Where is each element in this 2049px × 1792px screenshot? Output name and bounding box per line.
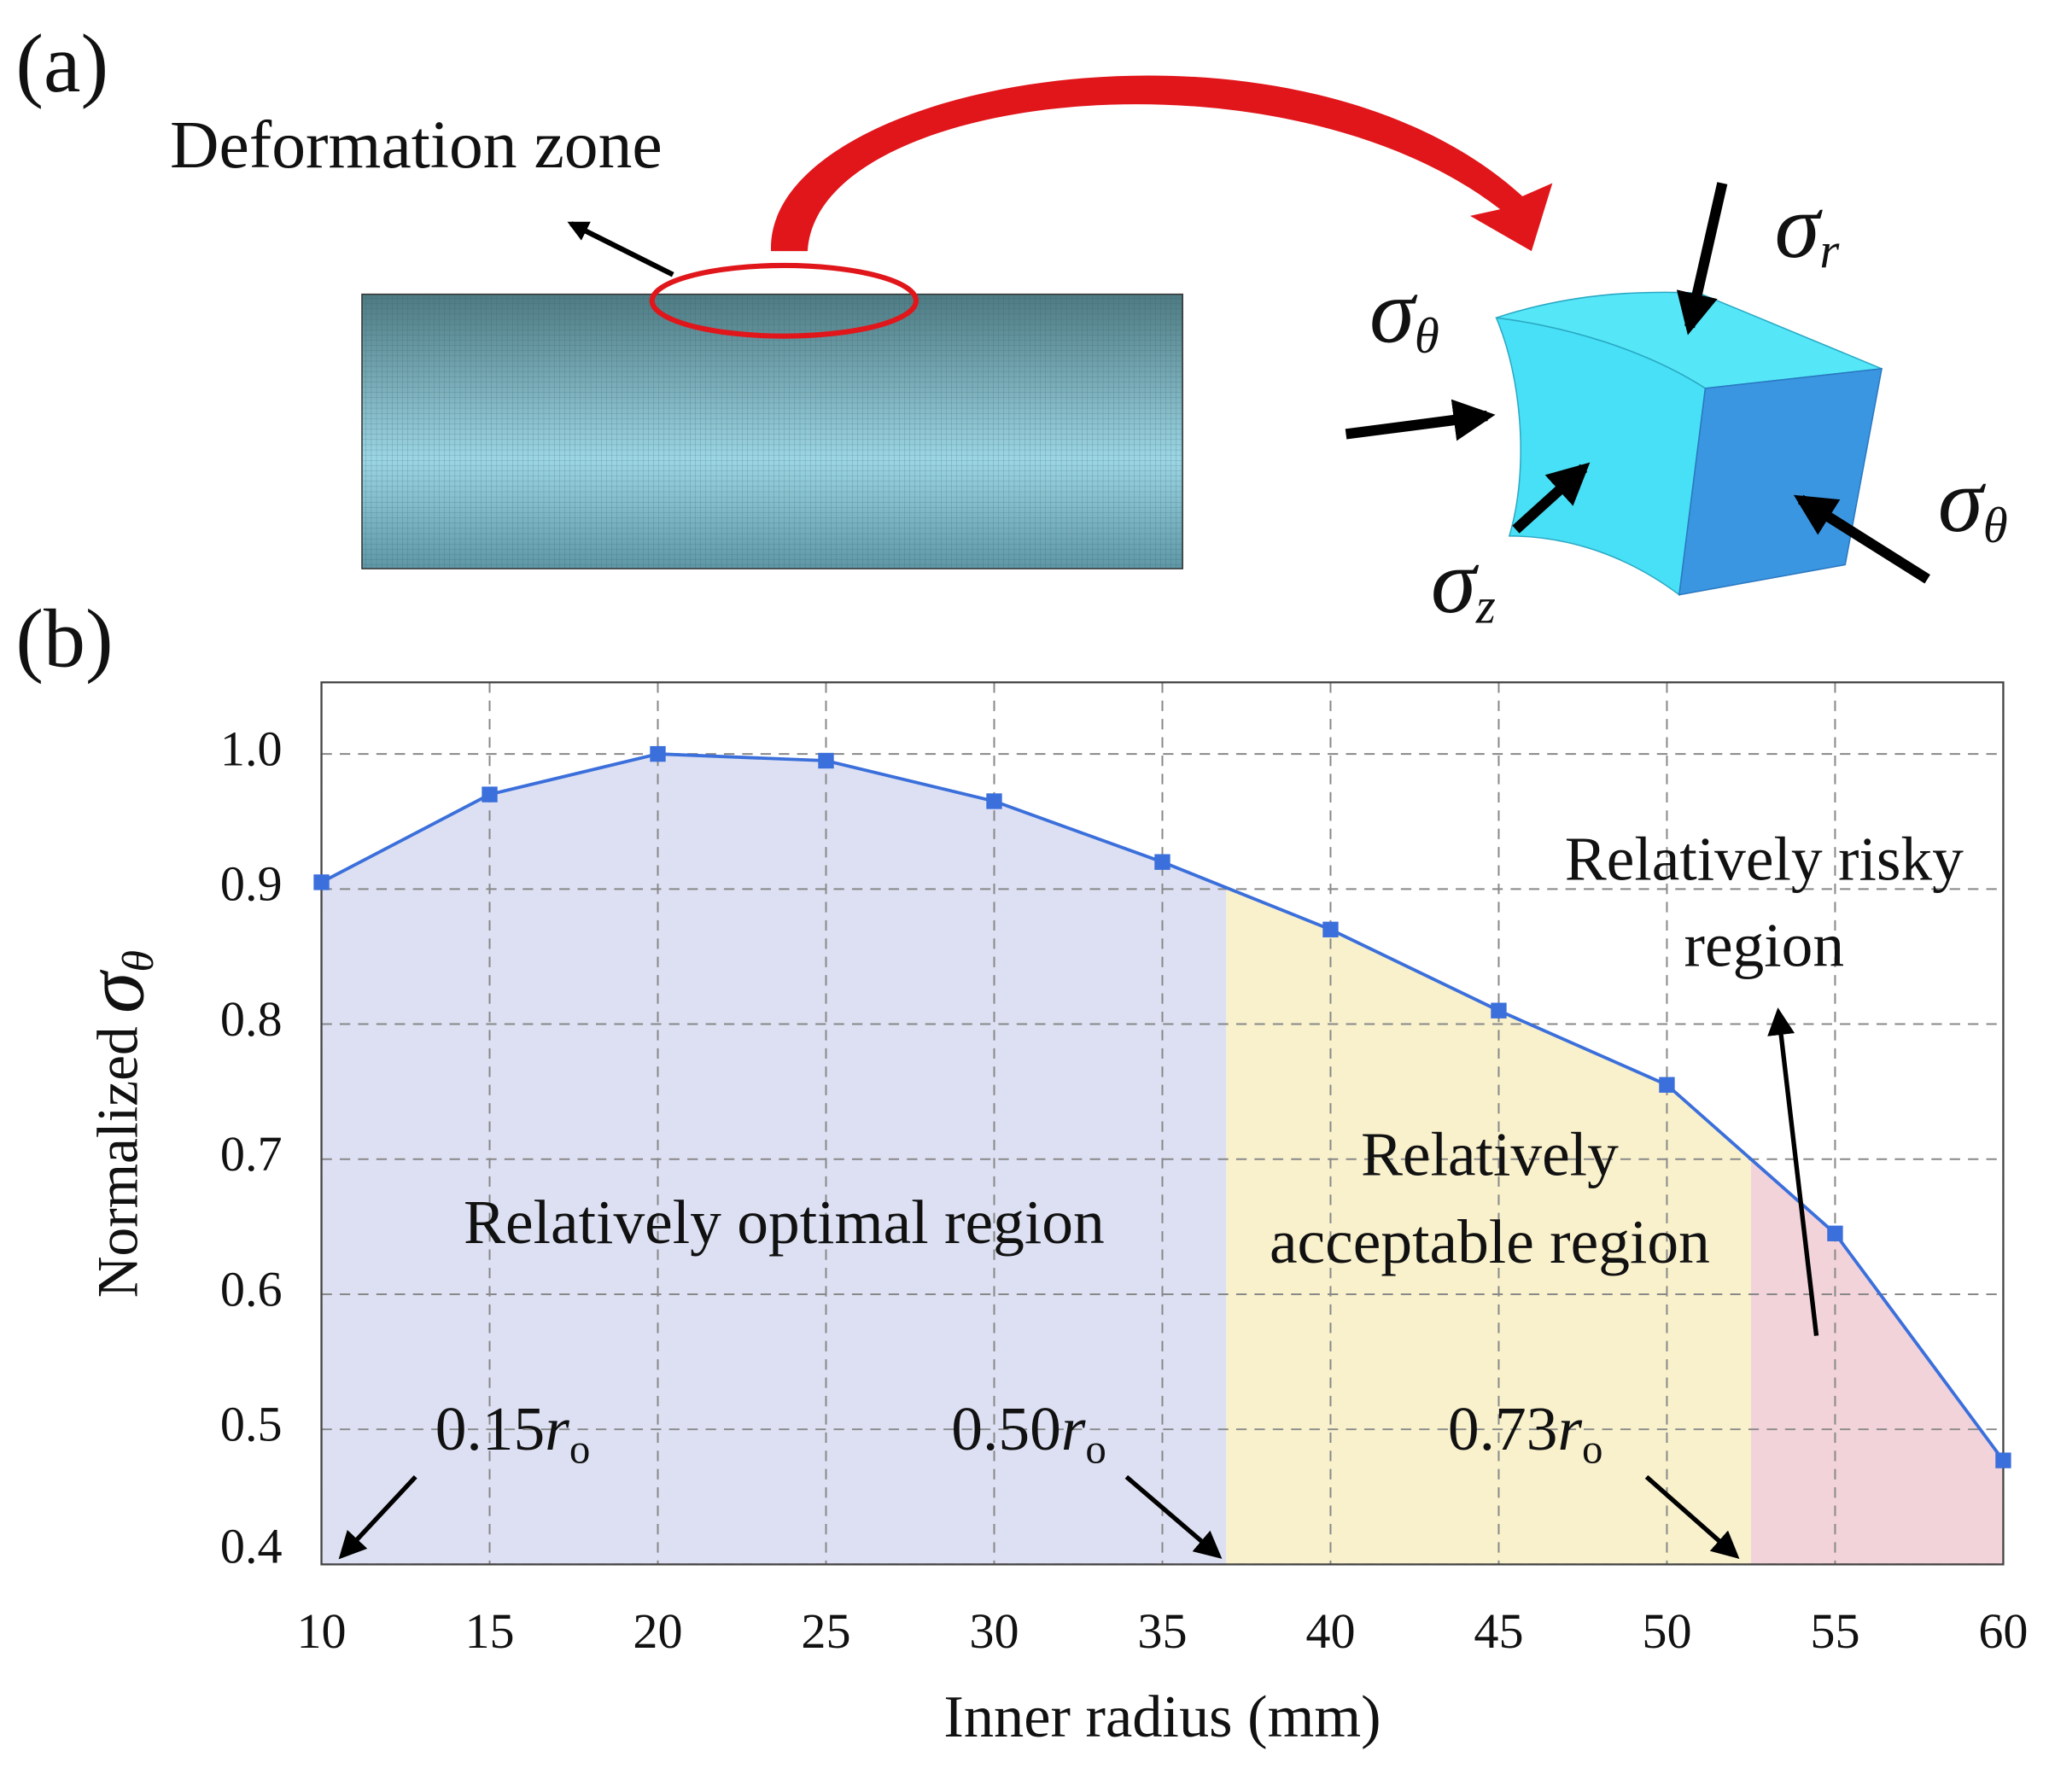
- symbol: σ: [1369, 261, 1418, 362]
- region: [1750, 754, 2004, 1565]
- data-point: [986, 793, 1002, 809]
- region-label: Relatively optimal region: [464, 1188, 1105, 1257]
- x-tick-label: 15: [464, 1603, 514, 1659]
- data-point: [482, 786, 498, 803]
- y-tick-label: 0.9: [220, 856, 283, 912]
- stress-arrow: [1345, 399, 1496, 441]
- symbol: r: [1557, 1394, 1582, 1463]
- annotation-arrow: [338, 1475, 417, 1560]
- y-tick-label: 0.5: [220, 1397, 283, 1452]
- data-point: [650, 745, 666, 762]
- x-tick-label: 40: [1305, 1603, 1355, 1659]
- symbol: σ: [1431, 532, 1480, 633]
- cube-side: [1678, 368, 1883, 596]
- cylinder-mesh: [361, 294, 1183, 569]
- radius-annotation: 0.50ro: [951, 1394, 1106, 1473]
- symbol: r: [545, 1394, 569, 1463]
- panel-label: (b): [15, 592, 113, 685]
- x-tick-label: 30: [969, 1603, 1019, 1659]
- diagram: (a) Deformation zone: [15, 18, 1930, 597]
- region-label: Relatively risky: [1565, 824, 1964, 893]
- region-label: region: [1684, 910, 1844, 979]
- data-point: [818, 752, 834, 769]
- x-tick-label: 25: [801, 1603, 850, 1659]
- annotation-arrow: [1644, 1474, 1740, 1559]
- radius-annotation: 0.15ro: [435, 1394, 591, 1473]
- coefficient: 0.15: [435, 1394, 546, 1463]
- subscript: o: [569, 1426, 590, 1473]
- x-axis-title: Inner radius (mm): [943, 1684, 1381, 1750]
- y-axis-text: Normalized: [86, 1026, 150, 1298]
- x-tick-label: 20: [633, 1603, 682, 1659]
- subscript: θ: [114, 950, 163, 972]
- subscript: θ: [1415, 306, 1439, 363]
- data-point: [313, 874, 330, 890]
- data-point: [1154, 854, 1170, 870]
- data-point: [1827, 1225, 1843, 1241]
- panel-label: (a): [15, 18, 108, 110]
- stress-arrow: [1676, 182, 1728, 336]
- x-tick-label: 55: [1810, 1603, 1859, 1659]
- x-tick-label: 60: [1978, 1603, 2028, 1659]
- y-tick-label: 0.4: [220, 1518, 283, 1573]
- region-label: acceptable region: [1270, 1207, 1710, 1276]
- stress-label: σθ: [1938, 451, 2008, 552]
- annotation-arrow: [1124, 1474, 1223, 1559]
- plot-frame: [320, 681, 2005, 1566]
- data-point: [1659, 1077, 1675, 1093]
- stress-arrow: [1512, 462, 1591, 534]
- stress-label: σθ: [1369, 261, 1439, 363]
- symbol: σ: [70, 969, 162, 1013]
- coefficient: 0.73: [1448, 1394, 1558, 1463]
- zone-label: Deformation zone: [170, 108, 663, 183]
- symbol: σ: [1775, 176, 1824, 277]
- y-axis-title: Normalized σθ: [70, 950, 163, 1298]
- y-tick-label: 1.0: [220, 721, 283, 776]
- annotation-arrow: [1767, 1007, 1819, 1336]
- x-tick-label: 50: [1642, 1603, 1691, 1659]
- x-tick-label: 45: [1474, 1603, 1523, 1659]
- region-label: Relatively: [1361, 1119, 1619, 1188]
- transfer-arrow: [770, 75, 1553, 252]
- subscript: r: [1819, 222, 1840, 278]
- zone-ellipse: [649, 262, 919, 339]
- subscript: z: [1475, 577, 1496, 633]
- subscript: o: [1085, 1426, 1106, 1473]
- data-point: [1491, 1002, 1507, 1019]
- zone-arrow: [567, 221, 674, 277]
- stress-label: σz: [1431, 532, 1496, 633]
- chart: (b) 10 15 20 25 30 35 40 45 50 55 60 0.4 0.5 0.6 0.7 0.8…: [15, 592, 2028, 1749]
- radius-annotation: 0.73ro: [1448, 1394, 1603, 1473]
- symbol: r: [1061, 1394, 1086, 1463]
- stress-arrow: [1793, 494, 1930, 584]
- y-tick-label: 0.7: [220, 1126, 283, 1182]
- subscript: o: [1582, 1426, 1602, 1473]
- data-point: [1322, 921, 1339, 937]
- x-tick-label: 35: [1137, 1603, 1187, 1659]
- cube-front: [1495, 317, 1707, 597]
- subscript: θ: [1983, 496, 2008, 552]
- y-tick-label: 0.6: [220, 1261, 283, 1316]
- stress-label: σr: [1775, 176, 1841, 277]
- data-point: [1995, 1452, 2011, 1468]
- y-tick-label: 0.8: [220, 991, 283, 1047]
- x-tick-label: 10: [296, 1603, 346, 1659]
- symbol: σ: [1938, 451, 1987, 552]
- coefficient: 0.50: [951, 1394, 1061, 1463]
